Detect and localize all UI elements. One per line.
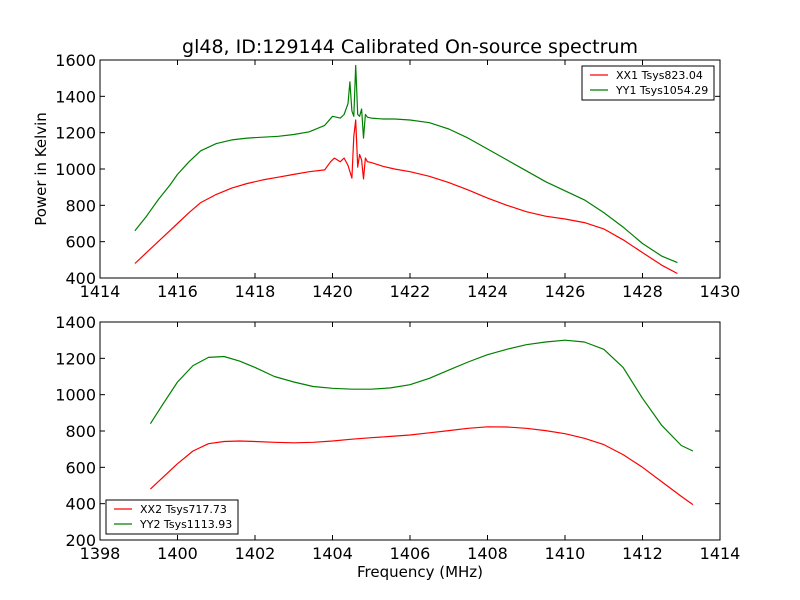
x-tick-label: 1430	[700, 282, 741, 301]
legend: XX2 Tsys717.73 YY2 Tsys1113.93	[105, 499, 239, 535]
legend-label: XX1 Tsys823.04	[616, 69, 703, 82]
y-axis-label: Power in Kelvin	[32, 112, 50, 226]
x-tick-label: 1416	[157, 282, 198, 301]
top-panel: 1414 1416 1418 1420 1422 1424 1426 1428 1430 400 6…	[32, 51, 740, 301]
legend-box	[581, 65, 715, 101]
x-tick-label: 1424	[467, 282, 508, 301]
y-tick-label: 1000	[55, 160, 96, 179]
y-tick-label: 1600	[55, 51, 96, 70]
legend-label: YY1 Tsys1054.29	[615, 84, 708, 97]
x-axis-label: Frequency (MHz)	[357, 563, 483, 581]
x-tick-label: 1414	[700, 544, 741, 563]
x-tick-label: 1406	[390, 544, 431, 563]
x-tick-label: 1404	[312, 544, 353, 563]
y-tick-label: 1000	[55, 386, 96, 405]
y-tick-label: 200	[65, 531, 96, 550]
y-tick-label: 1400	[55, 87, 96, 106]
y-tick-label: 600	[65, 233, 96, 252]
legend: XX1 Tsys823.04 YY1 Tsys1054.29	[581, 65, 715, 101]
x-tick-label: 1400	[157, 544, 198, 563]
y-tick-label: 400	[65, 269, 96, 288]
chart-title: gl48, ID:129144 Calibrated On-source spe…	[182, 36, 638, 58]
x-tick-label: 1412	[622, 544, 663, 563]
y-tick-label: 400	[65, 495, 96, 514]
series-line-1-2	[134, 64, 678, 264]
x-tick-label: 1418	[235, 282, 276, 301]
series-line-1-1	[134, 119, 678, 275]
legend-label: XX2 Tsys717.73	[140, 503, 227, 516]
x-tick-label: 1428	[622, 282, 663, 301]
y-tick-label: 1200	[55, 349, 96, 368]
x-tick-label: 1408	[467, 544, 508, 563]
x-tick-label: 1410	[545, 544, 586, 563]
x-tick-label: 1426	[545, 282, 586, 301]
bottom-panel: 1398 1400 1402 1404 1406 1408 1410 1412 1414 200 4…	[55, 313, 740, 581]
y-tick-label: 1200	[55, 124, 96, 143]
series-line-2-2	[149, 339, 694, 452]
x-tick-label: 1402	[235, 544, 276, 563]
legend-box	[105, 499, 239, 535]
y-tick-label: 600	[65, 458, 96, 477]
x-tick-label: 1420	[312, 282, 353, 301]
x-tick-label: 1414	[80, 282, 121, 301]
legend-label: YY2 Tsys1113.93	[139, 518, 232, 531]
y-tick-label: 800	[65, 196, 96, 215]
y-tick-label: 1400	[55, 313, 96, 332]
series-line-2-1	[149, 426, 694, 506]
x-tick-label: 1422	[390, 282, 431, 301]
y-tick-label: 800	[65, 422, 96, 441]
x-tick-label: 1398	[80, 544, 121, 563]
